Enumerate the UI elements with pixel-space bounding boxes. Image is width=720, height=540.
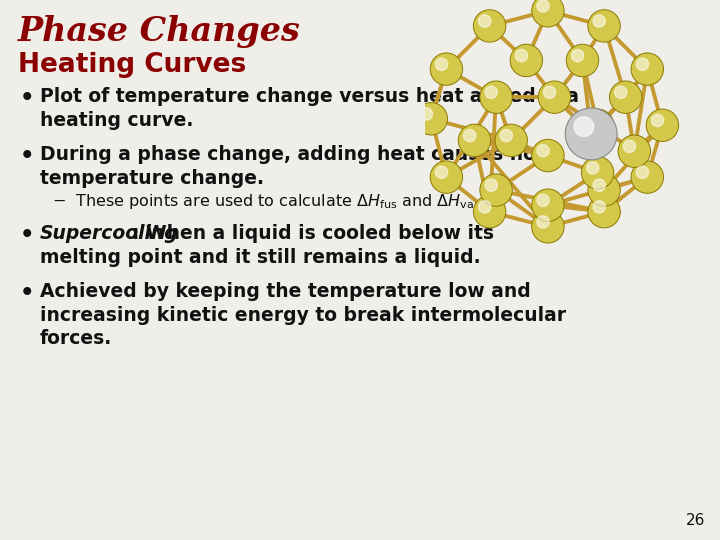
Circle shape [495,124,528,157]
Circle shape [593,179,606,191]
Circle shape [485,179,498,191]
Circle shape [420,108,433,120]
Text: 26: 26 [685,513,705,528]
Circle shape [538,81,571,113]
Circle shape [537,194,549,206]
Circle shape [485,86,498,98]
Circle shape [537,216,549,228]
Text: During a phase change, adding heat causes no: During a phase change, adding heat cause… [40,145,536,164]
Circle shape [574,117,594,137]
Circle shape [631,53,664,85]
Text: •: • [20,224,35,247]
Circle shape [537,145,549,157]
Circle shape [588,10,621,42]
Circle shape [582,157,614,189]
Circle shape [531,189,564,221]
Circle shape [652,114,664,126]
Text: Achieved by keeping the temperature low and: Achieved by keeping the temperature low … [40,282,531,301]
Circle shape [593,15,606,27]
Circle shape [624,140,636,152]
Circle shape [636,166,649,178]
Text: increasing kinetic energy to break intermolecular: increasing kinetic energy to break inter… [40,306,566,325]
Circle shape [474,10,505,42]
Circle shape [609,81,642,113]
Text: forces.: forces. [40,329,112,348]
Text: temperature change.: temperature change. [40,168,264,187]
Circle shape [510,44,543,77]
Circle shape [631,161,664,193]
Circle shape [479,15,491,27]
Circle shape [500,130,513,141]
Circle shape [537,0,549,12]
Circle shape [566,44,599,77]
Text: Plot of temperature change versus heat added is a: Plot of temperature change versus heat a… [40,87,579,106]
Circle shape [647,109,679,141]
Circle shape [565,108,617,160]
Circle shape [431,53,463,85]
Text: heating curve.: heating curve. [40,111,194,130]
Text: Phase Changes: Phase Changes [18,15,301,48]
Circle shape [582,109,614,141]
Text: melting point and it still remains a liquid.: melting point and it still remains a liq… [40,248,481,267]
Circle shape [531,139,564,172]
Circle shape [544,86,556,98]
Circle shape [459,124,491,157]
Text: •: • [20,282,35,305]
Circle shape [436,58,448,70]
Circle shape [572,50,584,62]
Circle shape [587,114,599,126]
Circle shape [431,161,463,193]
Circle shape [618,135,651,167]
Text: •: • [20,145,35,168]
Text: •: • [20,87,35,110]
Circle shape [474,195,505,228]
Text: Supercooling: Supercooling [40,224,179,243]
Circle shape [531,211,564,243]
Text: $-$  These points are used to calculate $\Delta H_{\mathrm{fus}}$ and $\Delta H_: $-$ These points are used to calculate $… [52,192,486,213]
Circle shape [464,130,476,141]
Text: : When a liquid is cooled below its: : When a liquid is cooled below its [132,224,494,243]
Circle shape [480,81,513,113]
Text: Heating Curves: Heating Curves [18,52,246,78]
Circle shape [480,174,513,206]
Circle shape [516,50,528,62]
Circle shape [415,103,448,135]
Circle shape [587,162,599,174]
Circle shape [588,174,621,206]
Circle shape [593,201,606,213]
Circle shape [531,0,564,27]
Circle shape [479,201,491,213]
Circle shape [436,166,448,178]
Circle shape [615,86,627,98]
Circle shape [588,195,621,228]
Circle shape [636,58,649,70]
